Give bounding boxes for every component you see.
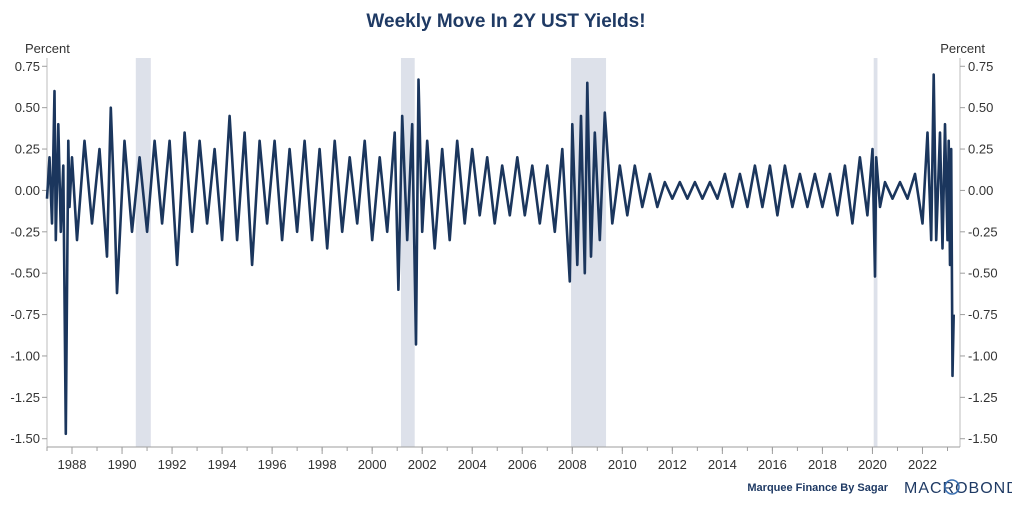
- x-tick-label: 2012: [658, 457, 687, 472]
- left-axis-unit: Percent: [25, 41, 70, 56]
- footer-credit: Marquee Finance By Sagar: [747, 482, 888, 494]
- right-tick-label: -0.50: [968, 266, 998, 281]
- left-tick-label: -0.25: [10, 224, 40, 239]
- x-tick-label: 1994: [208, 457, 237, 472]
- left-tick-label: -0.50: [10, 266, 40, 281]
- right-y-axis: 0.75 0.50 0.25 0.00 -0.25 -0.50 -0.75 -1.00 -1.2…: [959, 58, 998, 447]
- left-tick-label: -0.75: [10, 307, 40, 322]
- x-tick-label: 2002: [408, 457, 437, 472]
- x-tick-label: 1988: [58, 457, 87, 472]
- left-tick-label: -1.00: [10, 348, 40, 363]
- right-tick-label: 0.50: [968, 100, 993, 115]
- series-group: [45, 73, 955, 436]
- chart-title: Weekly Move In 2Y UST Yields!: [366, 11, 645, 32]
- right-tick-label: -1.50: [968, 431, 998, 446]
- recession-band-0: [135, 58, 151, 447]
- x-tick-label: 1998: [308, 457, 337, 472]
- x-tick-label: 2014: [708, 457, 737, 472]
- x-tick-label: 2006: [508, 457, 537, 472]
- left-tick-label: -1.25: [10, 390, 40, 405]
- right-tick-label: 0.75: [968, 59, 993, 74]
- x-tick-label: 2020: [858, 457, 887, 472]
- x-tick-label: 2010: [608, 457, 637, 472]
- x-tick-label: 2000: [358, 457, 387, 472]
- macrobond-logo: MACROBOND: [904, 480, 1012, 497]
- x-tick-label: 2016: [758, 457, 787, 472]
- right-tick-label: -0.25: [968, 224, 998, 239]
- x-axis: 1988 1990 1992 1994 1996 1998 2000 2002 2004 2006…: [46, 446, 960, 472]
- right-tick-label: -0.75: [968, 307, 998, 322]
- x-tick-label: 2022: [908, 457, 937, 472]
- x-tick-label: 1996: [258, 457, 287, 472]
- x-tick-label: 2018: [808, 457, 837, 472]
- right-tick-label: 0.25: [968, 142, 993, 157]
- left-tick-label: 0.25: [15, 142, 40, 157]
- left-tick-label: 0.50: [15, 100, 40, 115]
- macrobond-logo-mark: [944, 479, 960, 495]
- x-tick-label: 1992: [158, 457, 187, 472]
- series-line-0: [45, 73, 955, 436]
- left-tick-label: -1.50: [10, 431, 40, 446]
- right-tick-label: -1.25: [968, 390, 998, 405]
- right-tick-label: 0.00: [968, 183, 993, 198]
- x-tick-label: 2004: [458, 457, 487, 472]
- x-tick-label: 2008: [558, 457, 587, 472]
- left-tick-label: 0.75: [15, 59, 40, 74]
- recession-bands: [135, 58, 878, 447]
- right-tick-label: -1.00: [968, 348, 998, 363]
- x-tick-label: 1990: [108, 457, 137, 472]
- left-y-axis: 0.75 0.50 0.25 0.00 -0.25 -0.50 -0.75 -1.00 -1.2…: [10, 58, 48, 447]
- left-tick-label: 0.00: [15, 183, 40, 198]
- right-axis-unit: Percent: [940, 41, 985, 56]
